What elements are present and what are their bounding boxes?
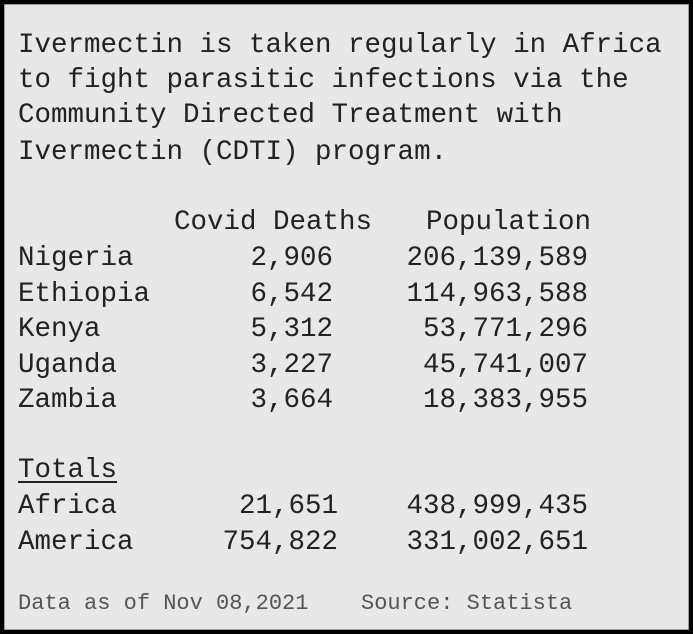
population: 53,771,296 [422, 314, 588, 345]
country: Nigeria [18, 243, 134, 274]
covid-deaths: 21,651 [238, 491, 338, 522]
population: 331,002,651 [406, 527, 588, 558]
intro-line: to fight parasitic infections via the [18, 65, 629, 96]
covid-deaths: 2,906 [250, 243, 333, 274]
covid-deaths: 6,542 [250, 278, 333, 310]
intro-line: Community Directed Treatment with [18, 100, 563, 131]
country: Kenya [18, 314, 101, 345]
country: America [18, 527, 134, 558]
country: Uganda [18, 349, 118, 381]
population: 438,999,435 [406, 491, 588, 522]
covid-deaths: 754,822 [222, 527, 338, 558]
intro-line: Ivermectin is taken regularly in Africa [18, 30, 662, 61]
population: 206,139,589 [406, 243, 588, 274]
covid-deaths: 5,312 [250, 314, 333, 345]
column-header: Covid Deaths [174, 207, 373, 238]
country: Africa [18, 491, 118, 522]
population: 45,741,007 [422, 349, 588, 381]
country: Zambia [18, 385, 118, 416]
totals-title: Totals [18, 455, 118, 486]
population: 114,963,588 [406, 278, 588, 310]
footer-source: Source: Statista [361, 591, 573, 616]
covid-deaths: 3,227 [250, 349, 333, 381]
population: 18,383,955 [422, 385, 588, 416]
intro-line: Ivermectin (CDTI) program. [18, 137, 448, 168]
footer-date: Data as of Nov 08,2021 [18, 591, 309, 616]
column-header: Population [426, 207, 592, 238]
country: Ethiopia [18, 278, 151, 310]
panel: Ivermectin is taken regularly in Africa … [4, 4, 689, 630]
covid-deaths: 3,664 [250, 385, 333, 416]
